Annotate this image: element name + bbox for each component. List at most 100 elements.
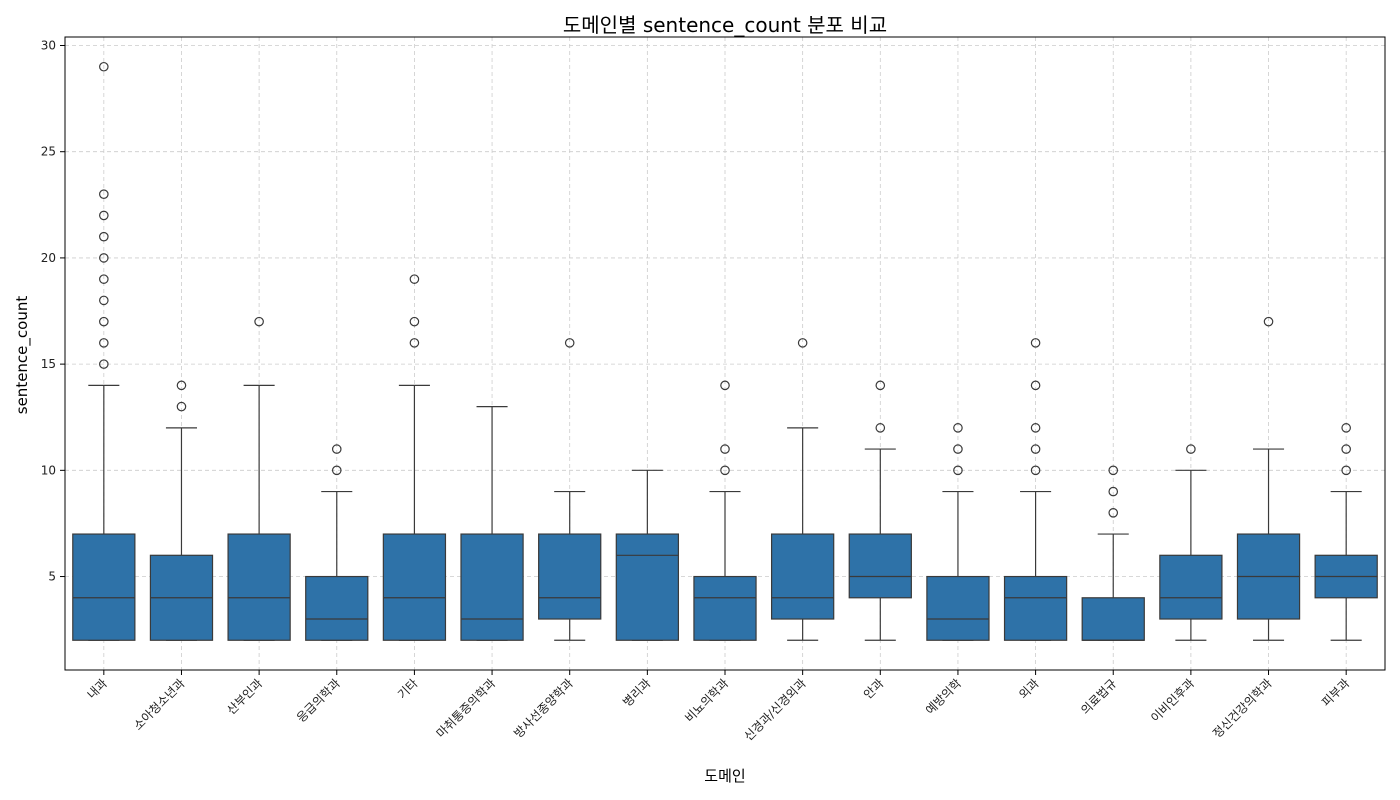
outlier-point <box>99 359 109 369</box>
outlier-point <box>99 295 109 306</box>
outlier-point <box>99 274 109 284</box>
x-tick-label: 마취통증의학과 <box>434 676 499 741</box>
iqr-box <box>770 533 835 620</box>
box-group <box>926 423 990 641</box>
box-group <box>227 316 291 641</box>
x-tick-label: 비뇨의학과 <box>682 676 731 725</box>
x-axis-ticks: 내과 소아청소년과 산부인과 응급의학과 기타 마취통증의학과 방사선종양학과 병리과 비뇨의학… <box>84 670 1352 744</box>
outlier-point <box>1341 465 1351 476</box>
box-group <box>770 338 835 641</box>
box-group <box>1003 338 1068 641</box>
outlier-point <box>953 465 963 476</box>
iqr-box <box>305 575 369 641</box>
iqr-box <box>382 533 447 641</box>
outlier-point <box>1030 465 1041 476</box>
outlier-point <box>1341 444 1351 454</box>
y-tick-label: 5 <box>48 570 56 584</box>
outlier-point <box>1263 316 1274 327</box>
x-tick-label: 소아청소년과 <box>131 676 188 733</box>
chart-title: 도메인별 sentence_count 분포 비교 <box>563 13 887 37</box>
iqr-box <box>926 575 990 641</box>
outlier-point <box>1030 444 1041 454</box>
outlier-point <box>1030 380 1041 391</box>
outlier-point <box>99 189 109 199</box>
iqr-box <box>1003 575 1068 641</box>
box-group <box>1159 444 1223 641</box>
outlier-point <box>797 338 808 348</box>
outlier-point <box>99 210 109 221</box>
box-group <box>615 469 680 641</box>
box-group <box>460 406 524 641</box>
x-axis-label: 도메인 <box>704 767 745 785</box>
y-axis-ticks: 5 10 15 20 25 30 <box>41 38 65 584</box>
outlier-point <box>953 423 963 433</box>
y-tick-label: 10 <box>41 463 56 477</box>
outlier-point <box>409 274 420 284</box>
box-group <box>1081 465 1145 641</box>
iqr-box <box>460 533 524 641</box>
x-tick-label: 기타 <box>395 676 421 702</box>
outlier-point <box>1108 486 1119 497</box>
y-tick-label: 25 <box>41 145 56 159</box>
x-tick-label: 이비인후과 <box>1148 676 1197 725</box>
outlier-point <box>1108 508 1119 518</box>
outlier-point <box>99 231 109 242</box>
x-tick-label: 신경과/신경외과 <box>741 676 808 743</box>
iqr-box <box>538 533 602 620</box>
box-layer <box>72 61 1378 641</box>
box-group <box>149 380 214 641</box>
iqr-box <box>693 575 757 641</box>
x-tick-label: 예방의학 <box>923 676 964 717</box>
x-tick-label: 산부인과 <box>224 676 265 717</box>
y-tick-label: 20 <box>41 251 56 265</box>
x-tick-label: 정신건강의학과 <box>1210 676 1275 741</box>
outlier-point <box>176 380 187 391</box>
iqr-box <box>1081 597 1145 641</box>
outlier-point <box>99 338 109 348</box>
x-tick-label: 안과 <box>861 676 887 702</box>
x-tick-label: 외과 <box>1016 676 1042 702</box>
outlier-point <box>331 444 342 454</box>
outlier-point <box>99 253 109 263</box>
outlier-point <box>720 465 730 476</box>
outlier-point <box>1030 423 1041 433</box>
outlier-point <box>99 316 109 327</box>
outlier-point <box>875 380 886 391</box>
outlier-point <box>409 316 420 327</box>
x-tick-label: 응급의학과 <box>294 676 343 725</box>
outlier-point <box>953 444 963 454</box>
outlier-point <box>409 338 420 348</box>
outlier-point <box>1108 465 1119 476</box>
iqr-box <box>1159 554 1223 620</box>
outlier-point <box>331 465 342 476</box>
x-tick-label: 방사선종양학과 <box>511 676 576 741</box>
outlier-point <box>875 423 886 433</box>
box-group <box>382 274 447 641</box>
box-group <box>305 444 369 641</box>
outlier-point <box>254 316 264 327</box>
box-group <box>538 338 602 641</box>
outlier-point <box>1341 423 1351 433</box>
x-tick-label: 내과 <box>84 676 110 702</box>
x-tick-label: 의료법규 <box>1078 676 1119 717</box>
y-tick-label: 30 <box>41 38 56 52</box>
box-group <box>1236 316 1301 641</box>
iqr-box <box>72 533 136 641</box>
y-axis-label: sentence_count <box>13 296 32 415</box>
y-tick-label: 15 <box>41 357 56 371</box>
box-group <box>1314 423 1378 641</box>
outlier-point <box>1030 338 1041 348</box>
x-tick-label: 병리과 <box>620 676 653 709</box>
x-tick-label: 피부과 <box>1319 676 1352 709</box>
outlier-point <box>1186 444 1196 454</box>
outlier-point <box>720 380 730 391</box>
outlier-point <box>720 444 730 454</box>
iqr-box <box>615 533 680 641</box>
outlier-point <box>99 61 109 72</box>
box-group <box>693 380 757 641</box>
outlier-point <box>564 338 575 348</box>
outlier-point <box>176 401 187 412</box>
box-group <box>848 380 912 641</box>
box-group <box>72 61 136 641</box>
